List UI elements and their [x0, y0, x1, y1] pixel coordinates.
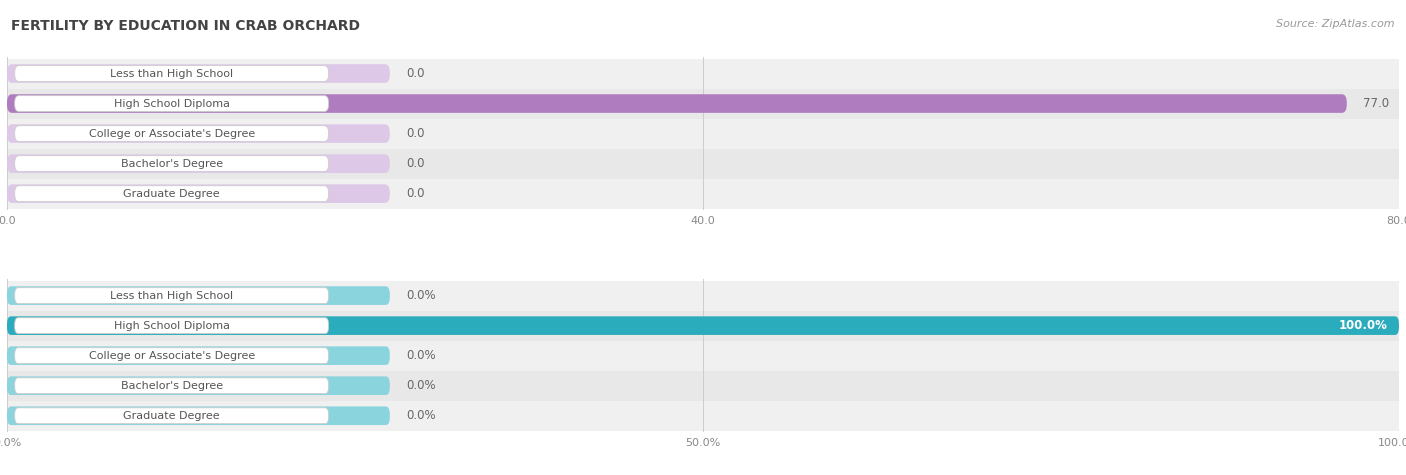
FancyBboxPatch shape	[14, 156, 329, 171]
Text: 100.0%: 100.0%	[1339, 319, 1388, 332]
Text: 77.0: 77.0	[1364, 97, 1389, 110]
FancyBboxPatch shape	[14, 66, 329, 81]
FancyBboxPatch shape	[7, 341, 1399, 370]
Text: 0.0: 0.0	[406, 127, 425, 140]
Text: 0.0%: 0.0%	[406, 409, 436, 422]
Text: FERTILITY BY EDUCATION IN CRAB ORCHARD: FERTILITY BY EDUCATION IN CRAB ORCHARD	[11, 19, 360, 33]
FancyBboxPatch shape	[7, 401, 1399, 431]
FancyBboxPatch shape	[7, 154, 389, 173]
FancyBboxPatch shape	[7, 88, 1399, 119]
FancyBboxPatch shape	[7, 376, 389, 395]
Text: Bachelor's Degree: Bachelor's Degree	[121, 380, 222, 391]
Text: Graduate Degree: Graduate Degree	[124, 189, 219, 199]
FancyBboxPatch shape	[7, 64, 389, 83]
Text: 0.0: 0.0	[406, 67, 425, 80]
FancyBboxPatch shape	[7, 281, 1399, 311]
FancyBboxPatch shape	[7, 124, 389, 143]
Text: 0.0: 0.0	[406, 157, 425, 170]
FancyBboxPatch shape	[14, 408, 329, 424]
Text: Less than High School: Less than High School	[110, 291, 233, 301]
FancyBboxPatch shape	[7, 94, 1347, 113]
FancyBboxPatch shape	[7, 119, 1399, 149]
Text: 0.0: 0.0	[406, 187, 425, 200]
FancyBboxPatch shape	[7, 407, 389, 425]
FancyBboxPatch shape	[14, 288, 329, 304]
FancyBboxPatch shape	[7, 370, 1399, 401]
FancyBboxPatch shape	[14, 186, 329, 201]
Text: Bachelor's Degree: Bachelor's Degree	[121, 159, 222, 169]
Text: College or Associate's Degree: College or Associate's Degree	[89, 129, 254, 139]
Text: 0.0%: 0.0%	[406, 349, 436, 362]
FancyBboxPatch shape	[14, 378, 329, 394]
Text: Less than High School: Less than High School	[110, 68, 233, 78]
Text: High School Diploma: High School Diploma	[114, 98, 229, 109]
FancyBboxPatch shape	[7, 286, 389, 305]
FancyBboxPatch shape	[7, 58, 1399, 88]
FancyBboxPatch shape	[7, 346, 389, 365]
FancyBboxPatch shape	[14, 95, 329, 112]
FancyBboxPatch shape	[7, 311, 1399, 341]
Text: 0.0%: 0.0%	[406, 379, 436, 392]
FancyBboxPatch shape	[7, 149, 1399, 179]
Text: Graduate Degree: Graduate Degree	[124, 411, 219, 421]
Text: High School Diploma: High School Diploma	[114, 321, 229, 331]
FancyBboxPatch shape	[14, 348, 329, 363]
Text: Source: ZipAtlas.com: Source: ZipAtlas.com	[1277, 19, 1395, 29]
FancyBboxPatch shape	[7, 316, 1399, 335]
FancyBboxPatch shape	[7, 179, 1399, 209]
FancyBboxPatch shape	[14, 126, 329, 142]
Text: College or Associate's Degree: College or Associate's Degree	[89, 351, 254, 361]
FancyBboxPatch shape	[7, 184, 389, 203]
FancyBboxPatch shape	[14, 318, 329, 333]
Text: 0.0%: 0.0%	[406, 289, 436, 302]
